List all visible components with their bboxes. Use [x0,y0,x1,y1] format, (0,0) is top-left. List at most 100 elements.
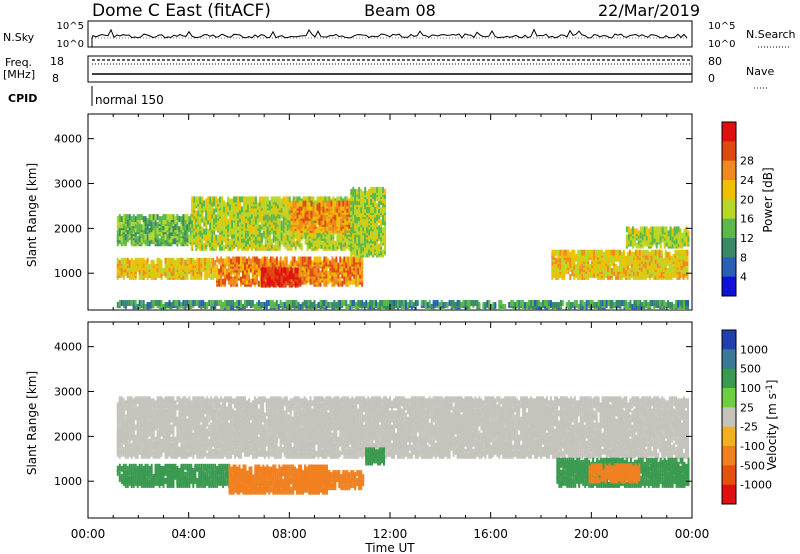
echo-cell [368,207,371,214]
echo-cell [191,240,194,247]
echo-cell [208,300,211,306]
echo-cell [366,221,369,228]
echo-cell [243,196,245,203]
echo-cell [370,205,373,212]
echo-cell [210,261,213,268]
echo-cell [257,262,260,269]
echo-cell [384,241,386,248]
echo-cell [251,266,254,273]
echo-cell [190,257,193,264]
echo-cell [368,211,371,218]
echo-cell [356,249,359,256]
echo-cell [302,228,305,235]
echo-cell [193,196,196,203]
echo-cell [327,276,330,283]
echo-cell [284,228,287,235]
echo-cell [220,274,223,281]
echo-cell [124,214,127,221]
echo-cell [130,257,133,264]
echo-cell [637,230,640,237]
echo-cell [332,204,335,211]
echo-cell [264,238,267,245]
echo-cell [138,234,141,241]
echo-cell [630,251,633,258]
echo-cell [130,263,133,270]
echo-cell [336,200,339,207]
echo-cell [224,258,227,265]
echo-cell [273,302,276,308]
echo-cell [571,259,574,266]
echo-cell [174,259,177,266]
echo-cell [340,240,343,247]
echo-cell [211,196,214,203]
echo-cell [258,214,261,221]
echo-cell [354,209,357,216]
echo-cell [329,260,332,267]
echo-cell [168,257,171,264]
echo-cell [253,268,256,275]
echo-cell [555,257,558,264]
echo-cell [250,242,253,249]
echo-cell [345,276,348,283]
nsky-panel: N.Sky 10^5 10^0 10^5 10^0 N.Search [3,20,796,50]
echo-cell [325,256,328,263]
echo-cell [272,267,275,274]
echo-cell [299,256,302,263]
echo-cell [668,263,671,270]
echo-cell [652,249,655,256]
echo-cell [188,234,191,241]
echo-cell [310,240,313,247]
echo-cell [294,240,297,247]
echo-cell [285,256,288,263]
echo-cell [380,241,383,248]
echo-cell [229,238,232,245]
echo-cell [247,206,249,213]
echo-cell [383,300,385,306]
echo-cell [305,272,308,279]
echo-cell [264,244,267,251]
echo-cell [346,242,349,249]
echo-cell [217,198,220,205]
echo-cell [178,236,181,243]
echo-cell [680,249,683,256]
echo-cell [138,300,141,306]
echo-cell [320,200,323,207]
echo-cell [192,257,195,264]
echo-cell [551,249,554,256]
echo-cell [206,265,209,272]
echo-cell [359,264,362,271]
echo-cell [300,242,303,249]
echo-cell [351,256,354,263]
echo-cell [589,249,592,256]
echo-cell [242,304,244,310]
echo-cell [239,196,241,203]
echo-cell [671,228,674,235]
echo-cell [309,300,312,306]
echo-cell [356,189,359,195]
echo-cell [322,196,325,203]
echo-cell [384,213,386,220]
echo-cell [174,216,177,223]
echo-cell [201,196,204,203]
echo-cell [622,261,625,268]
echo-cell [279,256,282,263]
echo-cell [201,236,204,243]
echo-cell [218,300,221,306]
echo-cell [138,271,141,278]
echo-cell [360,215,363,222]
echo-cell [668,251,671,258]
echo-cell [372,197,375,203]
echo-cell [242,256,244,263]
echo-cell [190,273,193,280]
echo-cell [136,236,139,243]
echo-cell [301,256,304,263]
echo-cell [632,251,635,258]
echo-cell [116,240,119,247]
echo-cell [341,300,344,306]
echo-cell [336,196,339,203]
echo-cell [212,257,215,264]
echo-cell [214,259,217,266]
echo-cell [258,196,261,203]
echo-cell [675,226,678,233]
echo-cell [232,300,235,306]
